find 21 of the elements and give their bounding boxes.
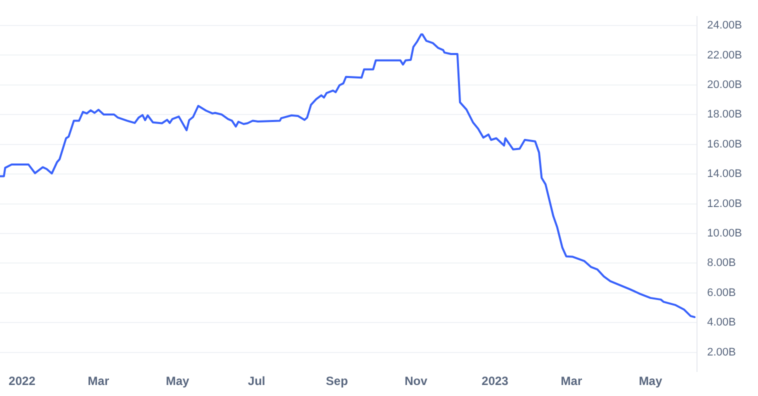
y-tick-label: 20.00B [707, 78, 742, 91]
y-tick-label: 14.00B [707, 168, 742, 180]
x-tick-label: May [166, 374, 190, 388]
x-tick-label: 2023 [482, 374, 509, 388]
y-tick-label: 2.00B [707, 346, 736, 358]
x-tick-label: Mar [560, 374, 582, 388]
y-tick-label: 4.00B [707, 316, 736, 329]
y-tick-label: 18.00B [707, 108, 742, 121]
y-tick-label: 12.00B [707, 198, 742, 210]
y-tick-label: 8.00B [707, 257, 736, 270]
y-tick-label: 10.00B [707, 227, 742, 240]
y-tick-label: 6.00B [707, 286, 736, 299]
x-tick-label: Nov [404, 374, 428, 388]
y-tick-label: 16.00B [707, 138, 742, 150]
x-tick-label: May [638, 374, 662, 388]
x-tick-label: Mar [88, 374, 110, 388]
x-tick-label: Sep [326, 374, 348, 388]
y-tick-label: 22.00B [707, 49, 742, 62]
x-tick-label: Jul [248, 374, 266, 388]
x-tick-label: 2022 [8, 374, 36, 388]
y-tick-label: 24.00B [707, 20, 742, 32]
